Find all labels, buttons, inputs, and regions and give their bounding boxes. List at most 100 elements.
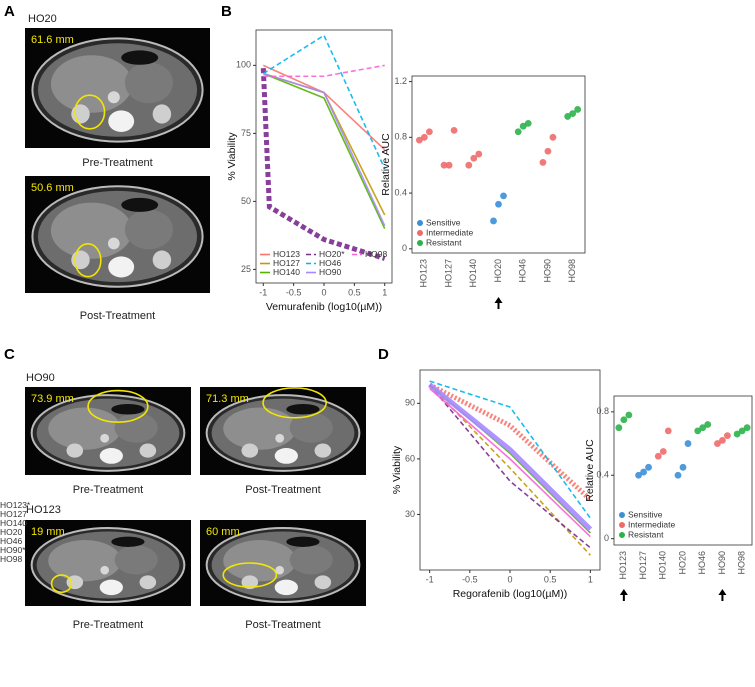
ct-spine — [99, 579, 123, 596]
legend-swatch — [619, 512, 625, 518]
legend-label: HO140 — [0, 518, 27, 528]
y-tick-label: 0.8 — [394, 132, 407, 142]
tumor-outline — [74, 243, 102, 278]
data-point — [654, 452, 662, 460]
ct-aorta — [275, 433, 285, 443]
category-label: HO140 — [468, 259, 478, 288]
legend-label: Intermediate — [426, 227, 474, 237]
data-point — [684, 440, 692, 447]
data-point — [500, 192, 507, 200]
tumor-outline — [262, 387, 327, 419]
series-line — [262, 72, 386, 229]
ct-liver — [50, 55, 133, 113]
series-line — [260, 67, 386, 261]
ct-spine — [108, 110, 135, 132]
y-tick-label: 60 — [405, 453, 415, 463]
x-tick-label: 0 — [321, 287, 326, 297]
panel-label: B — [221, 3, 232, 20]
ct-organ — [114, 412, 158, 443]
data-point — [539, 159, 547, 166]
tumor-size: 71.3 mm — [206, 393, 249, 405]
ct-liver — [50, 202, 133, 259]
category-label: HO90 — [542, 259, 552, 283]
tumor-size: 61.6 mm — [31, 34, 74, 46]
ct-kidney — [314, 443, 332, 458]
ct-kidney — [71, 250, 90, 270]
ct-bowel — [286, 536, 320, 547]
arrow-head — [494, 297, 503, 303]
data-point — [699, 424, 707, 432]
tumor-size: 50.6 mm — [31, 182, 74, 194]
ct-spine — [99, 447, 123, 464]
ct-liver — [223, 407, 297, 450]
series-line — [429, 387, 591, 538]
tumor-size: 60 mm — [206, 526, 240, 538]
legend-swatch — [417, 240, 423, 246]
legend-label: Sensitive — [426, 217, 461, 227]
legend-label: Intermediate — [628, 519, 676, 529]
image-caption: Pre-Treatment — [73, 619, 144, 631]
data-point — [738, 427, 746, 435]
x-tick-label: 0 — [507, 574, 512, 584]
data-point — [679, 463, 687, 471]
x-tick-label: 1 — [588, 574, 593, 584]
ct-aorta — [107, 237, 120, 250]
legend-label: Resistant — [628, 529, 664, 539]
legend-label: HO123* — [0, 500, 31, 510]
data-point — [495, 200, 502, 208]
legend-label: HO140 — [273, 267, 300, 277]
y-tick-label: 30 — [405, 509, 415, 519]
legend-label: HO20* — [319, 249, 345, 259]
legend-swatch — [619, 522, 625, 528]
ct-kidney — [152, 250, 172, 270]
tumor-outline — [50, 574, 73, 594]
case-name: HO123 — [26, 504, 61, 516]
data-point — [544, 147, 552, 155]
x-tick-label: -0.5 — [286, 287, 302, 297]
series-line — [428, 382, 593, 532]
y-axis-label: Relative AUC — [584, 439, 596, 502]
ct-kidney — [71, 104, 90, 124]
series-line — [429, 384, 591, 549]
ct-kidney — [139, 575, 157, 590]
ct-liver — [223, 540, 297, 582]
ct-kidney — [241, 443, 259, 458]
category-label: HO127 — [638, 551, 648, 580]
legend-label: HO127 — [273, 258, 300, 268]
data-point — [450, 126, 458, 134]
ct-aorta — [100, 433, 110, 443]
y-tick-label: 0.4 — [596, 470, 609, 480]
data-point — [719, 436, 726, 444]
legend-label: Sensitive — [628, 509, 663, 519]
data-point — [445, 161, 453, 169]
data-point — [635, 471, 642, 479]
ct-liver — [48, 407, 122, 450]
y-axis-label: % Viability — [226, 132, 238, 181]
data-point — [440, 161, 448, 169]
data-point — [425, 128, 433, 136]
case-name: HO90 — [26, 372, 55, 384]
ct-spine — [108, 256, 135, 278]
arrow-head — [619, 589, 628, 595]
data-point — [659, 448, 667, 455]
case-name: HO20 — [28, 13, 57, 25]
ct-organ — [289, 545, 333, 575]
legend-label: HO20 — [0, 527, 22, 537]
y-tick-label: 0 — [604, 533, 609, 543]
ct-bowel — [286, 403, 320, 415]
data-point — [640, 468, 647, 476]
panel-label: C — [4, 346, 15, 363]
data-point — [564, 113, 572, 120]
category-label: HO90 — [717, 551, 727, 575]
data-point — [549, 133, 557, 141]
category-label: HO123 — [618, 551, 628, 580]
y-tick-label: 90 — [405, 398, 415, 408]
ct-aorta — [107, 91, 120, 104]
x-axis-label: Vemurafenib (log10(µM)) — [266, 301, 382, 313]
data-point — [743, 424, 751, 432]
legend-label: HO127 — [0, 509, 27, 519]
legend-swatch — [619, 532, 625, 538]
ct-kidney — [241, 575, 259, 590]
ct-organ — [289, 412, 333, 443]
ct-kidney — [66, 443, 84, 458]
